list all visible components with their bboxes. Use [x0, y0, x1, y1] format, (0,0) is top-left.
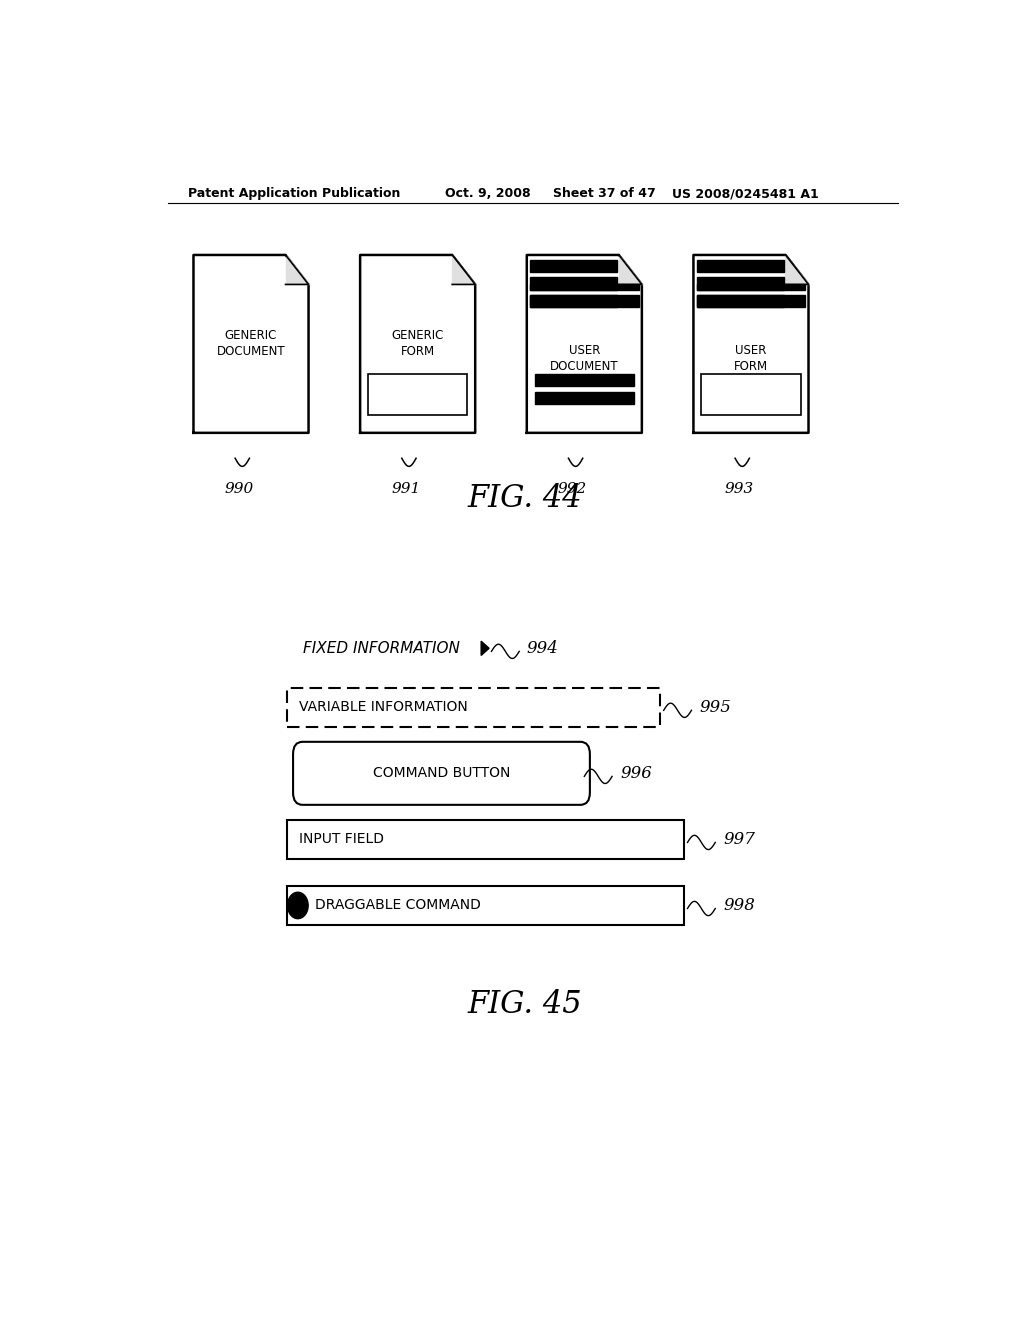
Text: COMMAND BUTTON: COMMAND BUTTON [373, 767, 510, 780]
Text: Oct. 9, 2008: Oct. 9, 2008 [445, 187, 531, 201]
Polygon shape [530, 294, 617, 306]
Text: DRAGGABLE COMMAND: DRAGGABLE COMMAND [315, 899, 481, 912]
Polygon shape [530, 277, 617, 289]
Polygon shape [530, 284, 639, 289]
Text: 993: 993 [724, 482, 754, 496]
Text: USER
FORM: USER FORM [734, 343, 768, 372]
Text: Patent Application Publication: Patent Application Publication [187, 187, 400, 201]
Polygon shape [696, 277, 784, 289]
Polygon shape [696, 294, 805, 306]
Polygon shape [785, 255, 809, 284]
Text: GENERIC
DOCUMENT: GENERIC DOCUMENT [217, 330, 286, 359]
Text: US 2008/0245481 A1: US 2008/0245481 A1 [672, 187, 818, 201]
Text: 994: 994 [526, 640, 558, 657]
Polygon shape [535, 392, 634, 404]
Polygon shape [535, 374, 634, 385]
Text: VARIABLE INFORMATION: VARIABLE INFORMATION [299, 700, 467, 714]
Polygon shape [194, 255, 308, 433]
Text: 996: 996 [620, 764, 652, 781]
Text: 998: 998 [723, 898, 755, 913]
Text: 991: 991 [391, 482, 421, 496]
Bar [287, 688, 659, 726]
Polygon shape [618, 255, 642, 284]
Polygon shape [526, 255, 642, 433]
Text: FIG. 44: FIG. 44 [468, 483, 582, 515]
Bar [368, 374, 467, 414]
Text: Sheet 37 of 47: Sheet 37 of 47 [553, 187, 655, 201]
Polygon shape [481, 642, 489, 656]
Polygon shape [696, 260, 784, 272]
Bar [287, 820, 684, 859]
Text: 995: 995 [699, 698, 731, 715]
Circle shape [288, 892, 308, 919]
Polygon shape [453, 255, 475, 284]
Polygon shape [693, 255, 809, 433]
Text: FIG. 45: FIG. 45 [468, 989, 582, 1019]
Text: GENERIC
FORM: GENERIC FORM [391, 330, 443, 359]
Polygon shape [696, 294, 784, 306]
Text: INPUT FIELD: INPUT FIELD [299, 833, 384, 846]
Bar [287, 886, 684, 925]
Text: FIXED INFORMATION: FIXED INFORMATION [303, 640, 460, 656]
Text: 992: 992 [558, 482, 587, 496]
Polygon shape [530, 294, 639, 306]
Polygon shape [696, 284, 805, 289]
Polygon shape [360, 255, 475, 433]
FancyBboxPatch shape [293, 742, 590, 805]
Text: 990: 990 [224, 482, 254, 496]
Polygon shape [530, 260, 617, 272]
Text: USER
DOCUMENT: USER DOCUMENT [550, 343, 618, 372]
Bar [701, 374, 801, 414]
Polygon shape [286, 255, 308, 284]
Text: 997: 997 [723, 830, 755, 847]
